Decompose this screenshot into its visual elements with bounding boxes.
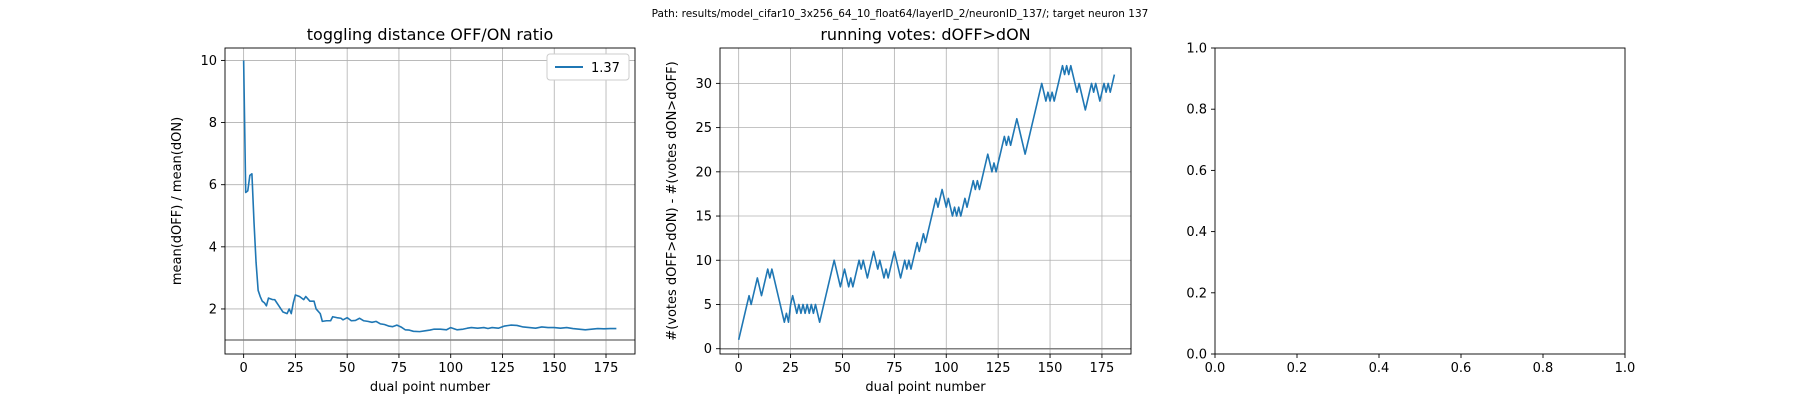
x-tick-label: 100 (438, 361, 463, 376)
y-axis-label: mean(dOFF) / mean(dON) (170, 117, 185, 285)
x-tick-label: 1.0 (1615, 361, 1636, 376)
y-tick-label: 1.0 (1186, 42, 1207, 57)
x-tick-label: 25 (782, 361, 799, 376)
y-tick-label: 20 (695, 165, 712, 180)
axes-frame (1214, 47, 1626, 355)
chart-title: running votes: dOFF>dON (820, 25, 1030, 44)
y-tick-label: 8 (209, 116, 217, 131)
y-tick-label: 0.6 (1186, 164, 1207, 179)
x-tick-label: 0 (239, 361, 247, 376)
chart-panel-1: 0 25 50 75 100 125 150 175 2 4 6 8 10 toggling distan… (170, 25, 636, 395)
x-tick-label: 150 (1038, 361, 1063, 376)
y-tick-label: 0 (704, 342, 712, 357)
y-axis-label: #(votes dOFF>dON) - #(votes dON>dOFF) (665, 61, 680, 340)
y-tick-label: 30 (695, 77, 712, 92)
axes-frame (224, 47, 636, 355)
chart-panel-3: 0.0 0.2 0.4 0.6 0.8 1.0 0.0 0.2 0.4 0.6 0.8 1.0 (1186, 42, 1635, 377)
x-tick-label: 50 (339, 361, 356, 376)
x-axis-label: dual point number (865, 380, 986, 395)
y-tick-label: 2 (209, 302, 217, 317)
y-tick-label: 4 (209, 240, 217, 255)
x-tick-label: 25 (287, 361, 304, 376)
chart-title: toggling distance OFF/ON ratio (307, 25, 553, 44)
y-tick-label: 10 (200, 54, 217, 69)
x-tick-label: 0 (735, 361, 743, 376)
x-axis-label: dual point number (370, 380, 491, 395)
legend-box (546, 53, 630, 81)
y-tick-label: 10 (695, 254, 712, 269)
series-line-1 (242, 60, 617, 333)
x-tick-label: 175 (594, 361, 619, 376)
x-tick-label: 100 (934, 361, 959, 376)
x-tick-label: 0.2 (1287, 361, 1308, 376)
x-tick-label: 175 (1090, 361, 1115, 376)
x-tick-label: 0.8 (1533, 361, 1554, 376)
y-tick-label: 0.2 (1186, 286, 1207, 301)
x-tick-label: 0.0 (1205, 361, 1226, 376)
series-line-1 (737, 64, 1116, 341)
axes-frame (719, 47, 1132, 355)
figure-suptitle: Path: results/model_cifar10_3x256_64_10_… (652, 8, 1149, 20)
y-tick-label: 6 (209, 178, 217, 193)
y-tick-label: 0.4 (1186, 225, 1207, 240)
x-tick-label: 0.4 (1369, 361, 1390, 376)
legend-label: 1.37 (591, 61, 620, 76)
legend: 1.37 (546, 53, 630, 81)
x-tick-label: 75 (391, 361, 408, 376)
y-tick-label: 25 (695, 121, 712, 136)
y-tick-label: 0.0 (1186, 348, 1207, 363)
x-tick-label: 125 (490, 361, 515, 376)
y-tick-label: 15 (695, 210, 712, 225)
x-tick-label: 50 (834, 361, 851, 376)
x-tick-label: 150 (542, 361, 567, 376)
y-tick-label: 5 (704, 298, 712, 313)
x-tick-label: 0.6 (1451, 361, 1472, 376)
x-tick-label: 75 (886, 361, 903, 376)
y-tick-label: 0.8 (1186, 103, 1207, 118)
x-tick-label: 125 (986, 361, 1011, 376)
chart-panel-2: 0 25 50 75 100 125 150 175 0 5 10 15 20 25 30 running v… (665, 25, 1132, 395)
